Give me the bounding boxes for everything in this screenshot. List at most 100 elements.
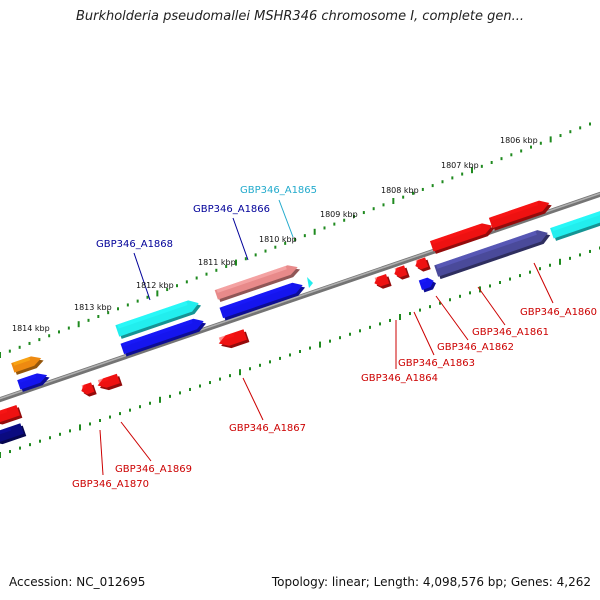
gene-arrow-A1860a[interactable]: [488, 197, 554, 231]
kbp-label: 1810 kbp: [259, 235, 297, 244]
gene-label[interactable]: GBP346_A1864: [361, 373, 438, 384]
ruler-tick-upper: [244, 257, 247, 261]
ruler-tick-lower: [449, 298, 451, 302]
ruler-tick-upper: [569, 130, 572, 134]
genome-summary: Topology: linear; Length: 4,098,576 bp; …: [271, 575, 591, 589]
ruler-tick-lower: [409, 312, 411, 316]
kbp-label: 1806 kbp: [500, 136, 538, 145]
gene-arrow-A1861[interactable]: [429, 220, 497, 254]
ruler-tick-lower: [249, 367, 251, 371]
gene-arrow-A1870[interactable]: [80, 382, 97, 399]
gene-label[interactable]: GBP346_A1869: [115, 464, 192, 475]
gene-arrow-A1866-cyan[interactable]: [115, 297, 203, 339]
ruler-tick-lower: [369, 325, 371, 329]
ruler-tick-upper: [28, 341, 31, 345]
label-leader-line: [120, 421, 152, 462]
ruler-tick-upper: [579, 126, 582, 130]
ruler-tick-upper: [402, 195, 405, 199]
gene-label[interactable]: GBP346_A1863: [398, 358, 475, 369]
ruler-tick-upper: [323, 226, 326, 230]
ruler-tick-upper: [461, 172, 464, 176]
gene-label[interactable]: GBP346_A1860: [520, 307, 597, 318]
ruler-tick-upper: [67, 326, 70, 330]
kbp-label: 1813 kbp: [74, 303, 112, 312]
ruler-tick-upper: [510, 153, 513, 157]
gene-label[interactable]: GBP346_A1868: [96, 239, 173, 250]
ruler-tick-upper: [333, 222, 336, 226]
gene-arrow-A1866[interactable]: [219, 279, 307, 321]
gene-label[interactable]: GBP346_A1865: [240, 185, 317, 196]
gene-arrow-cyan-right[interactable]: [550, 205, 600, 241]
ruler-tick-upper: [294, 238, 296, 241]
ruler-tick-lower: [59, 432, 61, 436]
ruler-tick-upper: [284, 241, 287, 245]
ruler-tick-upper: [392, 198, 395, 204]
gene-label[interactable]: GBP346_A1861: [472, 327, 549, 338]
ruler-tick-upper: [58, 330, 60, 334]
ruler-tick-upper: [441, 180, 444, 184]
ruler-tick-lower: [69, 429, 71, 433]
ruler-tick-upper: [471, 167, 473, 174]
gene-label[interactable]: GBP346_A1862: [437, 342, 514, 353]
gene-label[interactable]: GBP346_A1870: [72, 479, 149, 490]
ruler-tick-lower: [169, 394, 171, 398]
ruler-tick-upper: [530, 145, 532, 149]
ruler-tick-lower: [209, 381, 211, 385]
ruler-tick-lower: [39, 439, 41, 443]
gene-arrow-navy-left[interactable]: [0, 423, 27, 448]
gene-arrow-A1869[interactable]: [96, 373, 123, 393]
ruler-tick-lower: [509, 277, 511, 281]
ruler-tick-lower: [289, 353, 291, 357]
ruler-tick-lower: [229, 374, 231, 378]
ruler-tick-lower: [259, 363, 261, 367]
ruler-tick-lower: [339, 336, 341, 340]
gene-arrow-A1862-red[interactable]: [414, 257, 431, 274]
ruler-tick-lower: [279, 356, 281, 360]
ruler-tick-upper: [274, 245, 277, 249]
ruler-tick-upper: [412, 191, 414, 195]
kbp-label: 1814 kbp: [12, 324, 50, 333]
ruler-tick-upper: [185, 280, 188, 284]
ruler-tick-lower: [569, 256, 571, 260]
ruler-tick-lower: [549, 263, 551, 267]
gene-arrow-A1862[interactable]: [418, 276, 438, 293]
ruler-tick-lower: [399, 314, 401, 320]
ruler-tick-upper: [126, 303, 129, 307]
gene-arrow-blue-left[interactable]: [17, 370, 51, 392]
ruler-tick-upper: [254, 253, 257, 257]
ruler-tick-lower: [129, 408, 131, 412]
ruler-tick-lower: [489, 284, 491, 288]
ruler-tick-lower: [299, 350, 301, 353]
gene-arrow-A1867[interactable]: [217, 329, 250, 352]
ruler-tick-upper: [549, 136, 552, 143]
ruler-tick-lower: [139, 405, 141, 409]
ruler-tick-upper: [313, 228, 316, 235]
ruler-tick-upper: [343, 218, 346, 222]
label-leader-line: [99, 429, 104, 476]
ruler-tick-lower: [359, 329, 361, 333]
ruler-tick-lower: [19, 446, 21, 450]
gene-arrow-A1865[interactable]: [214, 262, 302, 303]
ruler-tick-lower: [219, 377, 221, 381]
gene-label[interactable]: GBP346_A1867: [229, 423, 306, 434]
kbp-label: 1811 kbp: [198, 258, 236, 267]
ruler-tick-upper: [18, 345, 21, 349]
ruler-tick-upper: [97, 315, 100, 318]
gene-arrow-red-left[interactable]: [0, 404, 23, 427]
gene-arrow-slate[interactable]: [434, 227, 552, 280]
kbp-label: 1809 kbp: [320, 210, 358, 219]
ruler-tick-upper: [195, 276, 198, 280]
ruler-tick-lower: [319, 341, 321, 348]
gene-label[interactable]: GBP346_A1866: [193, 204, 270, 215]
gene-arrow-orange[interactable]: [11, 353, 45, 375]
ruler-tick-lower: [559, 258, 561, 265]
ruler-tick-lower: [429, 305, 431, 309]
ruler-tick-upper: [235, 259, 237, 266]
gene-arrow-A1864[interactable]: [373, 274, 392, 291]
gene-arrow-A1863[interactable]: [393, 265, 410, 282]
ruler-tick-upper: [146, 295, 149, 299]
ruler-tick-upper: [225, 264, 228, 268]
ruler-tick-upper: [353, 214, 355, 218]
gene-arrow-A1868[interactable]: [120, 315, 208, 357]
